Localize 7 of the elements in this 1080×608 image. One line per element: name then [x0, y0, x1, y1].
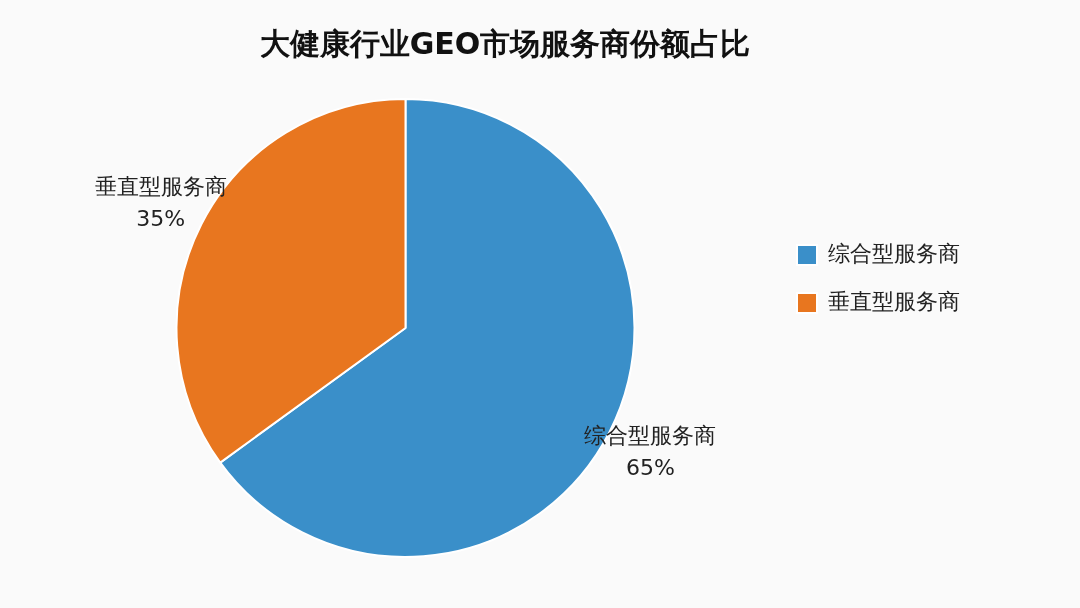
legend-label: 综合型服务商: [828, 240, 960, 266]
data-label: 35%: [136, 205, 186, 231]
slice-label: 垂直型服务商: [94, 173, 227, 199]
data-label: 65%: [625, 455, 675, 481]
chart-title: 大健康行业GEO市场服务商份额占比: [259, 25, 751, 61]
slice-label: 综合型服务商: [584, 423, 717, 449]
legend-label: 垂直型服务商: [828, 288, 960, 314]
